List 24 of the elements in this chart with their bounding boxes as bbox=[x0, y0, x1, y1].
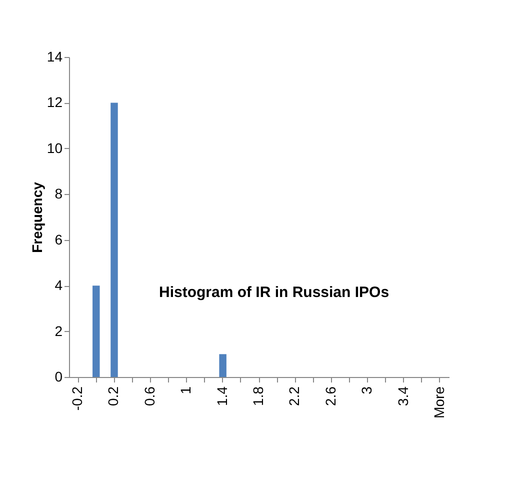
y-tick-label: 6 bbox=[54, 231, 63, 248]
x-tick-label: 1.4 bbox=[214, 386, 230, 406]
bar bbox=[92, 286, 100, 377]
text: Histogram of IR in Russian IPOs bbox=[159, 284, 390, 301]
x-tick-label: 2.6 bbox=[322, 386, 338, 406]
x-tick-label: 0.2 bbox=[105, 386, 122, 406]
y-tick-label: 14 bbox=[46, 48, 63, 64]
y-tick-label: 0 bbox=[54, 368, 63, 384]
x-tick-label: 3.4 bbox=[394, 386, 411, 406]
y-tick-label: 4 bbox=[54, 277, 63, 294]
x-tick-label: 0.6 bbox=[141, 386, 158, 406]
bar bbox=[219, 354, 226, 377]
x-tick-label: 1.8 bbox=[250, 386, 266, 406]
y-tick-label: 2 bbox=[54, 322, 63, 339]
x-tick-label: More bbox=[430, 386, 447, 418]
x-tick-label: 2.2 bbox=[286, 386, 302, 406]
y-axis-title: Frequency bbox=[28, 182, 45, 253]
y-tick-label: 12 bbox=[46, 94, 63, 110]
y-tick-label: 8 bbox=[54, 186, 63, 202]
x-tick-label: -0.2 bbox=[69, 386, 86, 411]
x-tick-label: 1 bbox=[178, 386, 194, 394]
x-tick-label: 3 bbox=[358, 386, 375, 394]
bar bbox=[110, 102, 118, 377]
y-tick-label: 10 bbox=[46, 140, 63, 156]
